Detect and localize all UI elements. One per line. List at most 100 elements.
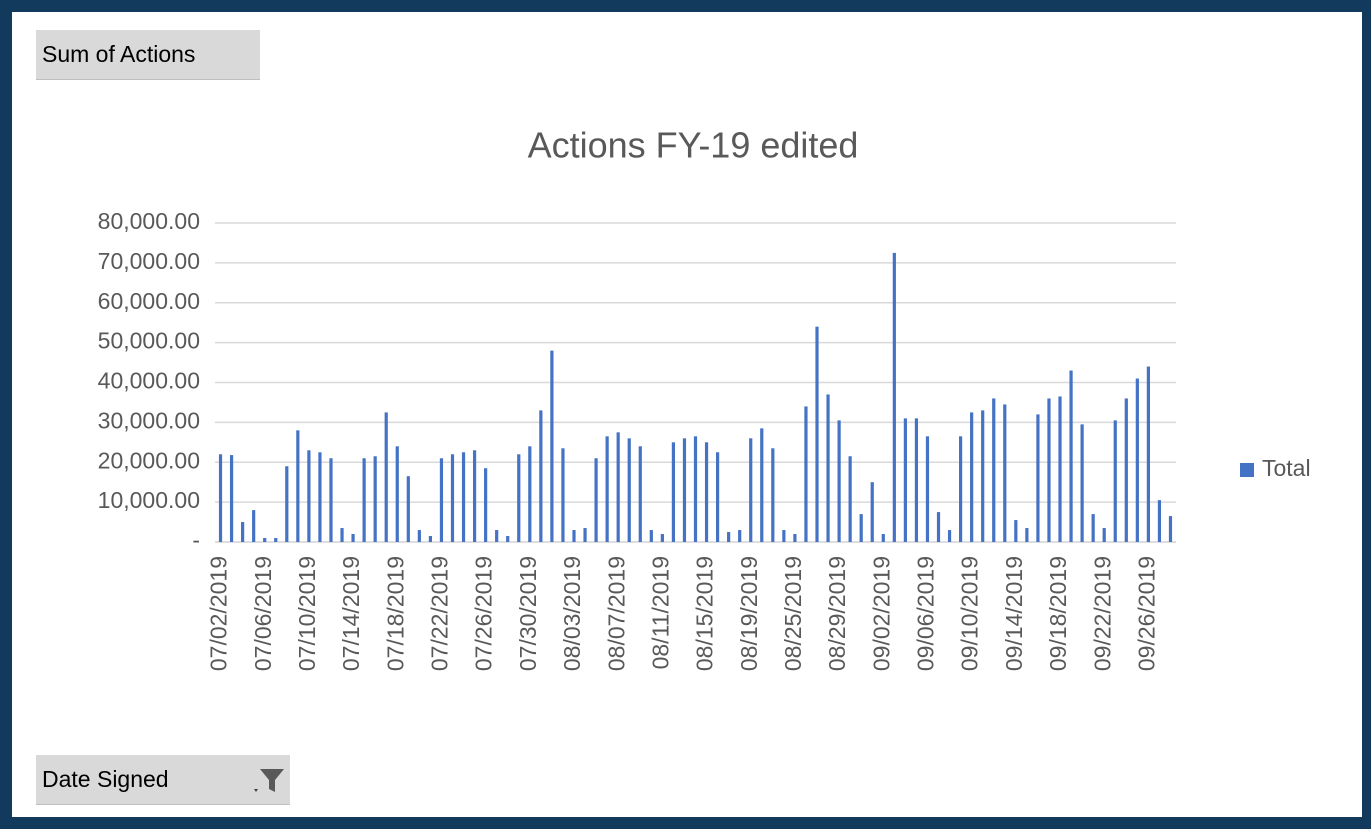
bar bbox=[682, 438, 687, 542]
bar bbox=[704, 442, 709, 542]
bar bbox=[1113, 420, 1117, 542]
bar bbox=[263, 538, 267, 542]
x-tick-label: 08/29/2019 bbox=[824, 556, 850, 671]
x-tick-label: 07/02/2019 bbox=[206, 556, 232, 671]
bar bbox=[1003, 404, 1007, 542]
chart-title: Actions FY-19 edited bbox=[528, 125, 859, 166]
bar bbox=[461, 452, 466, 542]
x-tick-label: 07/18/2019 bbox=[382, 556, 408, 671]
bar bbox=[428, 536, 432, 542]
bar bbox=[859, 514, 863, 542]
bar bbox=[715, 452, 720, 542]
bar bbox=[528, 446, 532, 542]
x-tick-label: 08/11/2019 bbox=[647, 556, 673, 669]
bar bbox=[627, 438, 631, 542]
y-tick-label: 40,000.00 bbox=[98, 368, 200, 394]
x-tick-label: 08/19/2019 bbox=[736, 556, 762, 671]
y-tick-label: 70,000.00 bbox=[98, 248, 200, 274]
bar bbox=[450, 454, 455, 542]
bar bbox=[417, 530, 421, 542]
bar bbox=[583, 528, 587, 542]
bar bbox=[738, 530, 742, 542]
bar bbox=[495, 530, 499, 542]
bar bbox=[1014, 520, 1018, 542]
bar bbox=[947, 530, 952, 542]
bar bbox=[274, 538, 278, 542]
bar bbox=[925, 436, 930, 542]
bar bbox=[936, 512, 941, 542]
bar bbox=[959, 436, 963, 542]
bar bbox=[307, 450, 311, 542]
bar bbox=[218, 454, 223, 542]
bar bbox=[252, 510, 256, 542]
bar bbox=[1135, 378, 1139, 542]
bar bbox=[362, 458, 366, 542]
bar bbox=[384, 412, 388, 542]
x-tick-label: 07/10/2019 bbox=[294, 556, 320, 671]
bar bbox=[1091, 514, 1095, 542]
bar bbox=[340, 528, 344, 542]
bar bbox=[594, 458, 598, 542]
bar bbox=[406, 476, 410, 542]
bar bbox=[1058, 396, 1062, 542]
bar bbox=[318, 452, 322, 542]
bar bbox=[1047, 398, 1051, 542]
filter-icon bbox=[254, 769, 284, 792]
bar bbox=[903, 418, 907, 542]
y-tick-label: 20,000.00 bbox=[98, 447, 200, 473]
bar bbox=[296, 430, 300, 542]
bar bbox=[561, 448, 565, 542]
bar bbox=[970, 412, 974, 542]
bar bbox=[649, 530, 653, 542]
bar bbox=[484, 468, 488, 542]
bar bbox=[693, 436, 698, 542]
bar bbox=[373, 456, 377, 542]
x-tick-label: 09/10/2019 bbox=[957, 556, 983, 671]
bar bbox=[804, 406, 808, 542]
x-tick-label: 08/03/2019 bbox=[559, 556, 585, 671]
x-tick-label: 08/15/2019 bbox=[692, 556, 718, 671]
bar bbox=[229, 455, 234, 542]
bar bbox=[395, 446, 399, 542]
legend-swatch bbox=[1240, 463, 1254, 477]
bar bbox=[914, 418, 919, 542]
bar bbox=[981, 410, 985, 542]
x-tick-label: 09/22/2019 bbox=[1089, 556, 1115, 671]
bar bbox=[848, 456, 852, 542]
bar bbox=[472, 450, 477, 542]
bar bbox=[727, 532, 731, 542]
bar bbox=[351, 534, 355, 542]
x-tick-label: 08/25/2019 bbox=[780, 556, 806, 671]
bar bbox=[241, 522, 245, 542]
x-tick-label: 07/30/2019 bbox=[515, 556, 541, 671]
x-tick-label: 09/18/2019 bbox=[1045, 556, 1071, 671]
bar bbox=[1124, 398, 1128, 542]
bar bbox=[1080, 424, 1084, 542]
bar bbox=[760, 428, 764, 542]
axis-field-button[interactable]: Date Signed bbox=[36, 755, 290, 805]
bar bbox=[826, 394, 830, 542]
bar bbox=[517, 454, 521, 542]
y-tick-label: 50,000.00 bbox=[98, 328, 200, 354]
y-tick-label: 10,000.00 bbox=[98, 487, 200, 513]
bar bbox=[1146, 366, 1150, 542]
bar bbox=[1157, 500, 1162, 542]
y-tick-label: 30,000.00 bbox=[98, 407, 200, 433]
bar bbox=[605, 436, 609, 542]
bar bbox=[1036, 414, 1040, 542]
x-tick-label: 07/26/2019 bbox=[471, 556, 497, 671]
bar bbox=[992, 398, 996, 542]
legend-label: Total bbox=[1262, 455, 1311, 481]
bar bbox=[439, 458, 444, 542]
bar bbox=[671, 442, 676, 542]
bar bbox=[660, 534, 664, 542]
bar bbox=[550, 350, 554, 542]
x-tick-label: 09/14/2019 bbox=[1001, 556, 1027, 671]
x-tick-label: 08/07/2019 bbox=[603, 556, 629, 671]
x-tick-label: 09/06/2019 bbox=[913, 556, 939, 671]
field-button[interactable]: Sum of Actions bbox=[36, 30, 260, 80]
bar bbox=[572, 530, 576, 542]
bar bbox=[870, 482, 874, 542]
bar bbox=[616, 432, 620, 542]
